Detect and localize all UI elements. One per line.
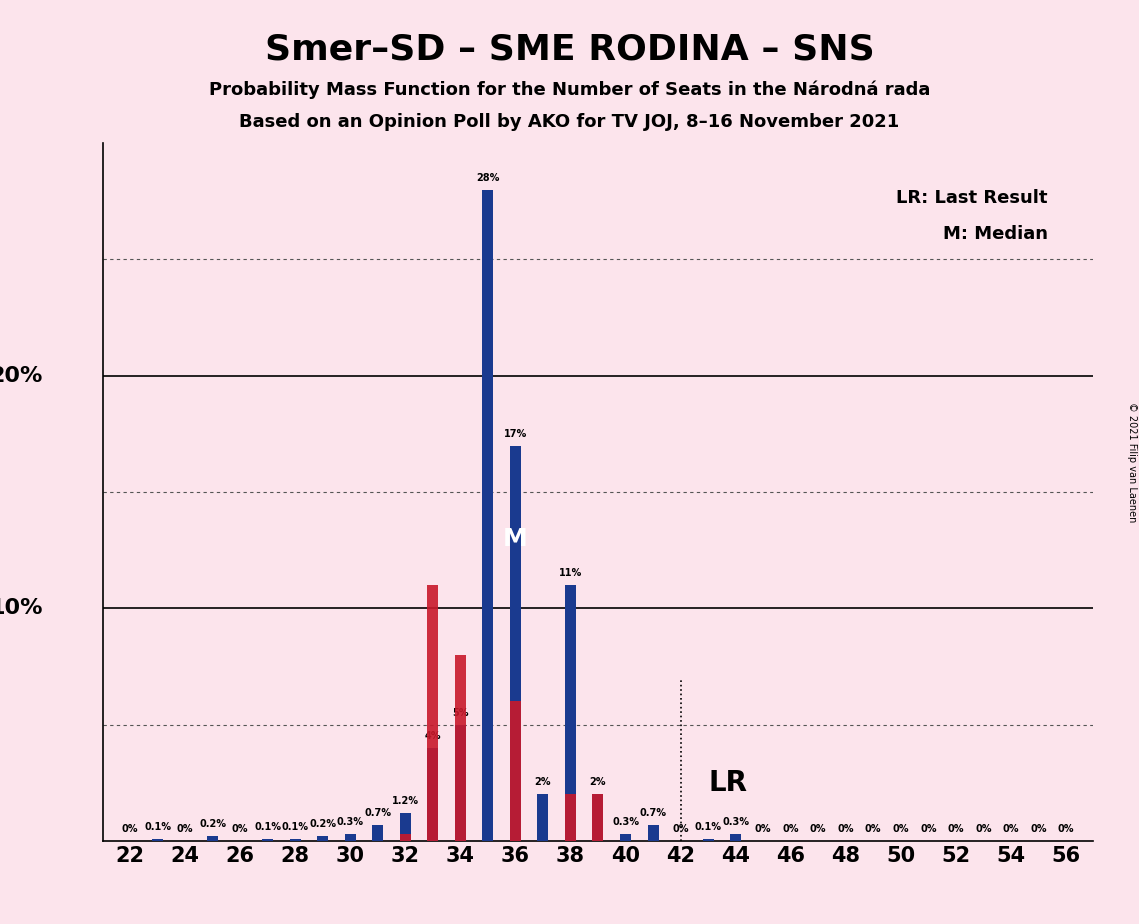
Text: 0.1%: 0.1% bbox=[254, 821, 281, 832]
Text: 0.7%: 0.7% bbox=[364, 808, 392, 818]
Text: 0%: 0% bbox=[810, 824, 827, 833]
Bar bbox=[565, 795, 576, 841]
Bar bbox=[207, 836, 218, 841]
Text: 0%: 0% bbox=[122, 824, 138, 833]
Bar bbox=[262, 838, 273, 841]
Text: 0.3%: 0.3% bbox=[612, 817, 639, 827]
Text: Based on an Opinion Poll by AKO for TV JOJ, 8–16 November 2021: Based on an Opinion Poll by AKO for TV J… bbox=[239, 113, 900, 130]
Text: 11%: 11% bbox=[559, 568, 582, 578]
Bar bbox=[317, 836, 328, 841]
Bar bbox=[454, 724, 466, 841]
Bar bbox=[153, 838, 163, 841]
Text: 0%: 0% bbox=[948, 824, 964, 833]
Bar bbox=[427, 748, 439, 841]
Text: 0%: 0% bbox=[755, 824, 771, 833]
Bar bbox=[703, 838, 713, 841]
Bar bbox=[647, 824, 658, 841]
Text: M: Median: M: Median bbox=[943, 225, 1048, 242]
Text: 0.3%: 0.3% bbox=[337, 817, 363, 827]
Text: 28%: 28% bbox=[476, 173, 500, 183]
Bar bbox=[483, 189, 493, 841]
Text: 2%: 2% bbox=[534, 777, 551, 787]
Text: 0.2%: 0.2% bbox=[199, 820, 227, 829]
Text: 0%: 0% bbox=[782, 824, 798, 833]
Bar bbox=[400, 813, 411, 841]
Bar bbox=[400, 833, 411, 841]
Bar bbox=[427, 585, 439, 841]
Bar bbox=[345, 833, 355, 841]
Bar bbox=[538, 795, 548, 841]
Text: 0%: 0% bbox=[920, 824, 936, 833]
Text: 0%: 0% bbox=[1002, 824, 1019, 833]
Bar bbox=[510, 445, 521, 841]
Text: 2%: 2% bbox=[590, 777, 606, 787]
Text: 10%: 10% bbox=[0, 599, 43, 618]
Bar bbox=[427, 748, 439, 841]
Bar bbox=[207, 836, 218, 841]
Bar bbox=[400, 813, 411, 841]
Text: 4%: 4% bbox=[425, 731, 441, 741]
Text: 0%: 0% bbox=[1030, 824, 1047, 833]
Text: 0%: 0% bbox=[865, 824, 882, 833]
Text: 0.1%: 0.1% bbox=[281, 821, 309, 832]
Bar bbox=[483, 189, 493, 841]
Text: 0.1%: 0.1% bbox=[695, 821, 722, 832]
Text: Probability Mass Function for the Number of Seats in the Národná rada: Probability Mass Function for the Number… bbox=[208, 80, 931, 99]
Bar bbox=[620, 833, 631, 841]
Bar bbox=[262, 838, 273, 841]
Text: LR: Last Result: LR: Last Result bbox=[896, 189, 1048, 207]
Text: 0.7%: 0.7% bbox=[639, 808, 666, 818]
Bar bbox=[730, 833, 741, 841]
Bar bbox=[703, 838, 713, 841]
Text: 0.1%: 0.1% bbox=[144, 821, 171, 832]
Text: M: M bbox=[503, 527, 527, 551]
Bar bbox=[289, 838, 301, 841]
Bar bbox=[372, 824, 383, 841]
Text: 0.3%: 0.3% bbox=[722, 817, 749, 827]
Text: 0%: 0% bbox=[232, 824, 248, 833]
Text: 0%: 0% bbox=[177, 824, 194, 833]
Text: 1.2%: 1.2% bbox=[392, 796, 419, 806]
Text: 0%: 0% bbox=[837, 824, 854, 833]
Text: 0%: 0% bbox=[672, 824, 689, 833]
Bar bbox=[565, 585, 576, 841]
Bar bbox=[454, 655, 466, 841]
Text: 20%: 20% bbox=[0, 366, 43, 385]
Bar bbox=[592, 795, 604, 841]
Bar bbox=[647, 824, 658, 841]
Text: Smer–SD – SME RODINA – SNS: Smer–SD – SME RODINA – SNS bbox=[264, 32, 875, 67]
Bar bbox=[730, 833, 741, 841]
Bar bbox=[345, 833, 355, 841]
Bar bbox=[510, 701, 521, 841]
Text: 0%: 0% bbox=[975, 824, 992, 833]
Text: 17%: 17% bbox=[503, 429, 527, 439]
Text: 0%: 0% bbox=[1058, 824, 1074, 833]
Bar bbox=[592, 795, 604, 841]
Bar bbox=[289, 838, 301, 841]
Bar bbox=[620, 833, 631, 841]
Bar bbox=[372, 824, 383, 841]
Bar bbox=[565, 585, 576, 841]
Text: 0.2%: 0.2% bbox=[309, 820, 336, 829]
Bar bbox=[153, 838, 163, 841]
Bar bbox=[454, 724, 466, 841]
Text: 5%: 5% bbox=[452, 708, 468, 718]
Bar bbox=[592, 795, 604, 841]
Bar bbox=[538, 795, 548, 841]
Text: 0%: 0% bbox=[893, 824, 909, 833]
Bar bbox=[317, 836, 328, 841]
Text: © 2021 Filip van Laenen: © 2021 Filip van Laenen bbox=[1128, 402, 1137, 522]
Text: LR: LR bbox=[708, 769, 747, 796]
Bar bbox=[510, 445, 521, 841]
